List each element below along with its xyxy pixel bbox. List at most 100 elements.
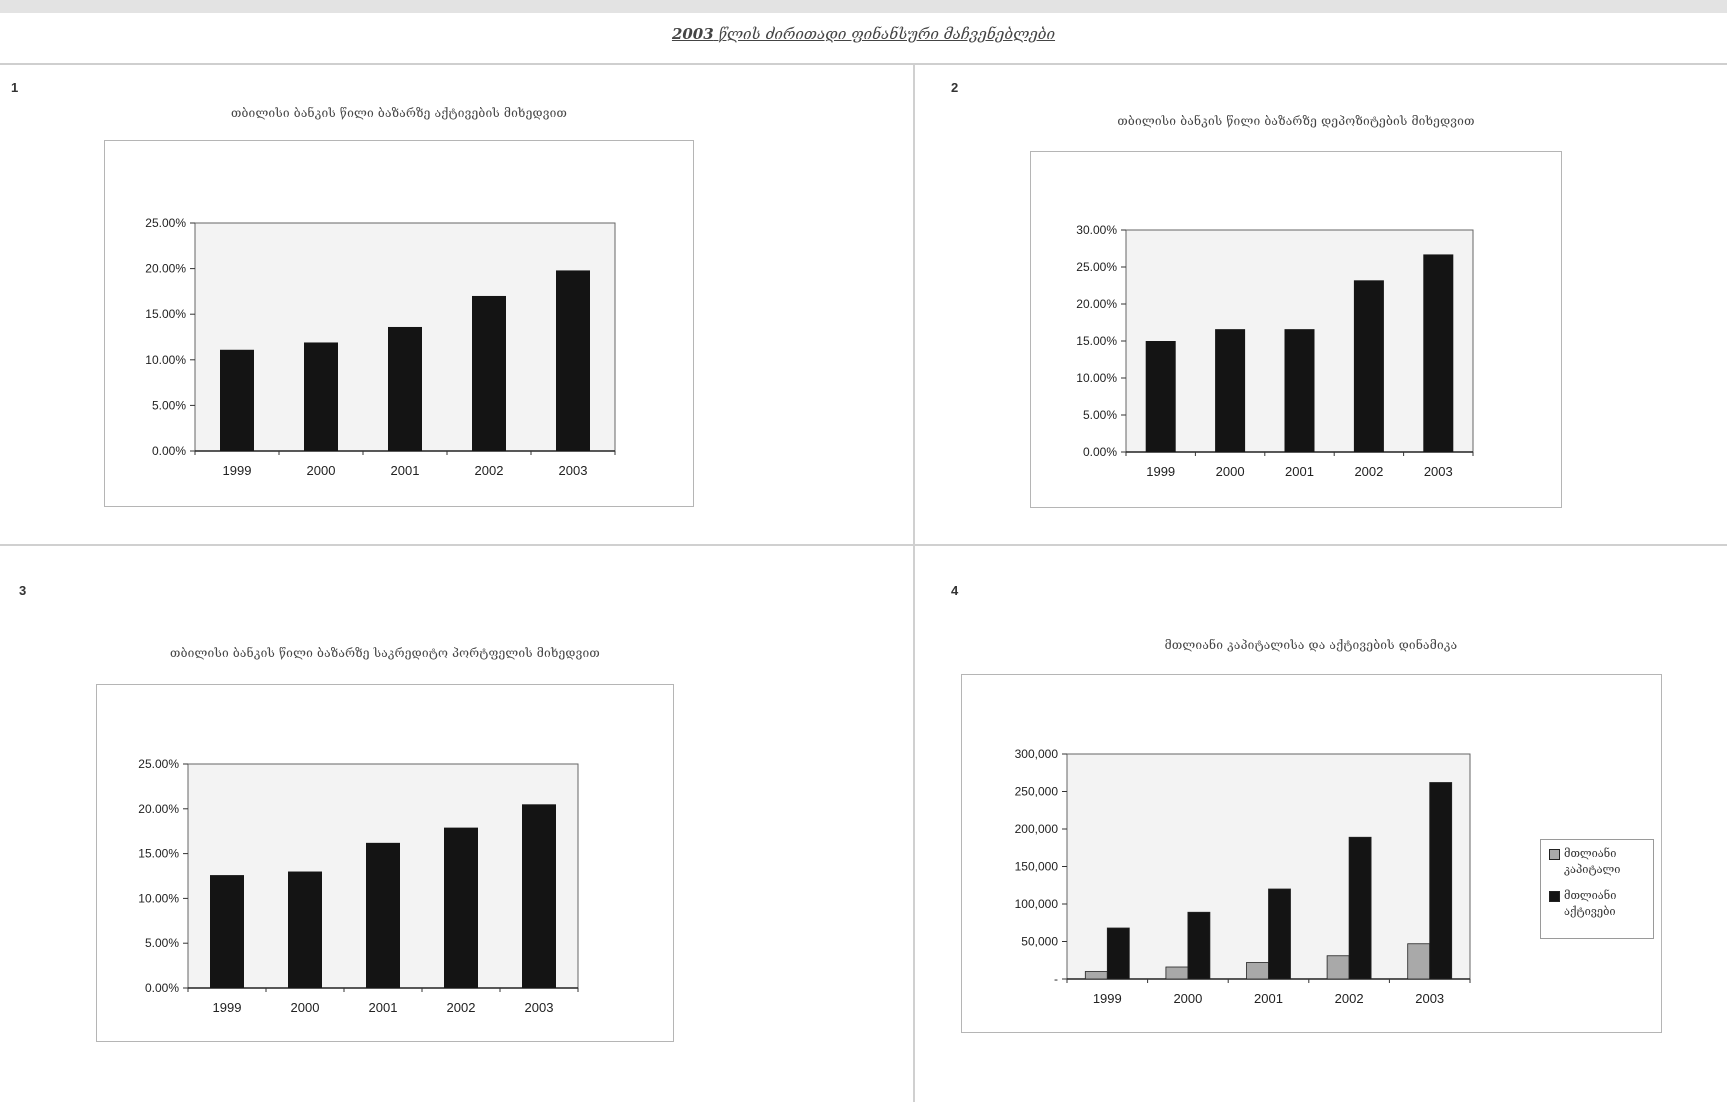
y-tick-label: 15.00% [138,847,179,861]
x-tick-label: 2000 [291,1000,320,1015]
x-tick-label: 2001 [391,463,420,478]
chart-3-title: თბილისი ბანკის წილი ბაზარზე საკრედიტო პო… [170,646,600,660]
bar-2001 [1284,329,1315,452]
chart-3-plot: 0.00% 5.00% 10.00% 15.00% 20.00% 25.00% 1999 20… [138,757,579,1015]
chart-3-number: 3 [19,583,27,598]
chart-4-legend: მთლიანი კაპიტალი მთლიანი აქტივები [1540,839,1654,939]
y-tick-label: 250,000 [1015,785,1059,799]
bar-2001 [366,842,400,988]
vertical-divider [913,65,915,1102]
legend-swatch-assets [1549,891,1560,902]
y-tick-label: - [1054,972,1058,986]
x-tick-label: 1999 [223,463,252,478]
y-tick-label: 25.00% [138,757,179,771]
bar-2003 [522,804,556,988]
y-tick-label: 100,000 [1015,897,1059,911]
x-tick-label: 2002 [447,1000,476,1015]
y-tick-label: 200,000 [1015,822,1059,836]
bar-series-2-1999 [1106,927,1130,980]
bar-1999 [1145,341,1176,452]
chart-4-title: მთლიანი კაპიტალისა და აქტივების დინამიკა [1164,638,1458,652]
bar-series-2-2003 [1429,782,1453,980]
bar-1999 [220,349,254,451]
legend-item-assets: მთლიანი აქტივები [1549,888,1647,920]
x-tick-label: 2002 [475,463,504,478]
bar-series-1-2002 [1326,955,1350,980]
x-tick-label: 1999 [1093,991,1122,1006]
bar-series-1-1999 [1084,971,1108,980]
bar-1999 [210,875,244,988]
y-tick-label: 25.00% [1076,260,1117,274]
chart-1-title: თბილისი ბანკის წილი ბაზარზე აქტივების მი… [230,106,568,120]
y-tick-label: 0.00% [152,444,186,458]
page-header: 2003 წლის ძირითადი ფინანსური მაჩვენებლებ… [0,13,1727,65]
x-tick-label: 2003 [559,463,588,478]
legend-item-capital: მთლიანი კაპიტალი [1549,846,1647,878]
legend-label-capital: მთლიანი კაპიტალი [1564,847,1621,876]
y-tick-label: 20.00% [138,802,179,816]
y-tick-label: 15.00% [1076,334,1117,348]
chart-2-number: 2 [951,80,959,95]
x-tick-label: 2003 [1415,991,1444,1006]
bar-2000 [288,871,322,988]
x-tick-label: 2000 [1216,464,1245,479]
x-tick-label: 1999 [213,1000,242,1015]
x-tick-label: 2000 [1173,991,1202,1006]
chart-4-frame: - 50,000 100,000 150,000 200,000 250,000 300,0… [961,674,1662,1033]
chart-2-title: თბილისი ბანკის წილი ბაზარზე დეპოზიტების … [1117,114,1475,128]
chart-1-plot: 0.00% 5.00% 10.00% 15.00% 20.00% 25.00% 1999 20… [145,216,616,478]
legend-swatch-capital [1549,849,1560,860]
chart-2-plot: 0.00% 5.00% 10.00% 15.00% 20.00% 25.00% 30.00%… [1076,223,1474,479]
y-tick-label: 30.00% [1076,223,1117,237]
legend-label-assets: მთლიანი აქტივები [1564,889,1617,918]
bar-2001 [388,326,422,451]
y-tick-label: 50,000 [1021,935,1058,949]
chart-4-plot: - 50,000 100,000 150,000 200,000 250,000 300,0… [1015,747,1471,1006]
y-tick-label: 10.00% [145,353,186,367]
x-tick-label: 2002 [1354,464,1383,479]
bar-2002 [444,827,478,988]
y-tick-label: 0.00% [145,981,179,995]
bar-series-1-2003 [1407,943,1431,980]
y-tick-label: 0.00% [1083,445,1117,459]
y-tick-label: 150,000 [1015,860,1059,874]
bar-series-2-2000 [1187,911,1211,980]
horizontal-divider [0,544,1727,546]
y-tick-label: 10.00% [138,891,179,905]
x-tick-label: 2001 [1254,991,1283,1006]
x-tick-label: 1999 [1146,464,1175,479]
chart-1-number: 1 [11,80,19,95]
bar-series-2-2002 [1348,836,1372,980]
x-tick-label: 2000 [307,463,336,478]
bar-2002 [472,295,506,451]
bar-2003 [556,270,590,451]
y-tick-label: 15.00% [145,307,186,321]
chart-3-frame: 0.00% 5.00% 10.00% 15.00% 20.00% 25.00% 1999 20… [96,684,674,1042]
chart-4-number: 4 [951,583,959,598]
x-tick-label: 2001 [369,1000,398,1015]
x-tick-label: 2003 [1424,464,1453,479]
y-tick-label: 20.00% [145,262,186,276]
y-tick-label: 300,000 [1015,747,1059,761]
page-title-year: 2003 [671,25,714,43]
y-tick-label: 20.00% [1076,297,1117,311]
x-tick-label: 2001 [1285,464,1314,479]
y-tick-label: 5.00% [1083,408,1117,422]
chart-1-frame: 0.00% 5.00% 10.00% 15.00% 20.00% 25.00% 1999 20… [104,140,694,507]
y-tick-label: 5.00% [145,936,179,950]
top-bar [0,0,1727,13]
bar-2000 [1215,329,1246,452]
y-tick-label: 25.00% [145,216,186,230]
bar-2000 [304,342,338,451]
chart-2-frame: 0.00% 5.00% 10.00% 15.00% 20.00% 25.00% 30.00%… [1030,151,1562,508]
page-title-text: წლის ძირითადი ფინანსური მაჩვენებლები [718,25,1056,43]
x-tick-label: 2003 [525,1000,554,1015]
bar-2002 [1353,280,1384,452]
bar-series-1-2000 [1165,966,1189,980]
bar-2003 [1423,254,1454,452]
bar-series-2-2001 [1268,888,1291,980]
y-tick-label: 5.00% [152,398,186,412]
y-tick-label: 10.00% [1076,371,1117,385]
bar-series-1-2001 [1246,962,1269,980]
page-title: 2003 წლის ძირითადი ფინანსური მაჩვენებლებ… [0,25,1727,43]
